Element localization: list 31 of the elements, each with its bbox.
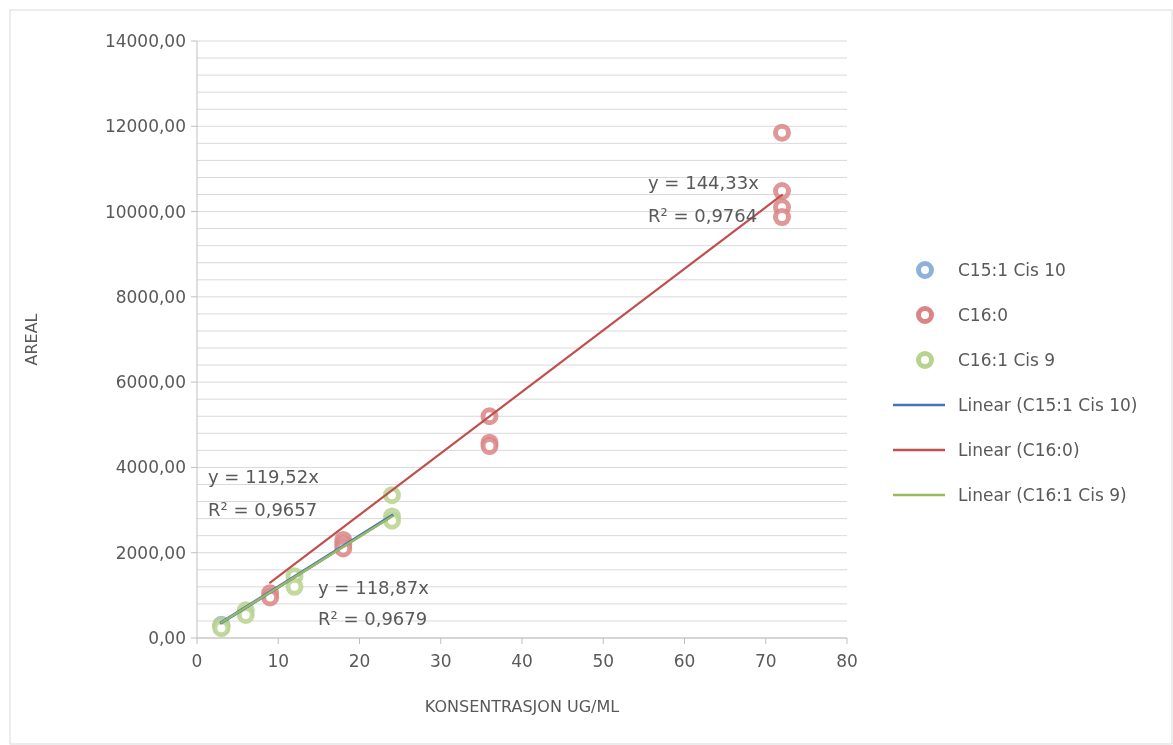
legend-label: C15:1 Cis 10 — [958, 259, 1066, 280]
annotation: R² = 0,9764 — [648, 205, 758, 226]
y-tick-label: 12000,00 — [104, 116, 186, 137]
x-tick-label: 0 — [191, 651, 203, 671]
y-tick-label: 14000,00 — [104, 30, 186, 51]
x-tick-label: 30 — [429, 651, 452, 671]
legend-label: Linear (C16:1 Cis 9) — [958, 484, 1127, 505]
x-tick-label: 60 — [673, 651, 696, 671]
legend-label: Linear (C16:0) — [958, 439, 1080, 460]
y-tick-label: 8000,00 — [115, 286, 186, 307]
x-tick-label: 50 — [592, 651, 615, 671]
y-tick-label: 4000,00 — [115, 457, 186, 478]
legend-label: C16:0 — [958, 304, 1009, 325]
annotation: R² = 0,9657 — [208, 499, 318, 520]
y-axis-title: AREAL — [22, 313, 41, 366]
annotation: y = 144,33x — [648, 172, 760, 193]
annotation: y = 118,87x — [318, 577, 430, 598]
y-tick-label: 2000,00 — [115, 542, 186, 563]
legend-label: C16:1 Cis 9 — [958, 349, 1056, 370]
x-tick-label: 70 — [754, 651, 777, 671]
y-tick-label: 6000,00 — [115, 372, 186, 393]
y-tick-label: 0,00 — [148, 627, 186, 648]
annotation: y = 119,52x — [208, 466, 320, 487]
x-axis-title: KONSENTRASJON UG/ML — [424, 697, 620, 716]
x-tick-label: 10 — [267, 651, 290, 671]
x-tick-label: 80 — [836, 651, 858, 671]
annotation: R² = 0,9679 — [318, 608, 428, 629]
x-tick-label: 40 — [511, 651, 533, 671]
legend-label: Linear (C15:1 Cis 10) — [958, 394, 1138, 415]
x-tick-label: 20 — [348, 651, 371, 671]
y-tick-label: 10000,00 — [104, 201, 186, 222]
